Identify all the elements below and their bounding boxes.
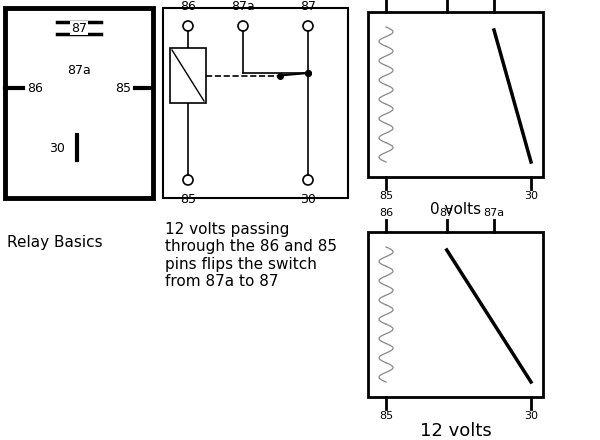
Text: Relay Basics: Relay Basics (7, 235, 103, 250)
Text: 87: 87 (440, 208, 454, 218)
Bar (5, 8, 153, 198)
Text: 30: 30 (524, 191, 538, 201)
Text: 85: 85 (379, 191, 393, 201)
Text: 86: 86 (27, 81, 43, 95)
Text: 85: 85 (379, 411, 393, 421)
Text: 87a: 87a (231, 0, 255, 13)
Text: 0 volts: 0 volts (430, 202, 481, 217)
Text: 30: 30 (300, 193, 316, 206)
Bar (368, 232, 543, 397)
Bar (368, 12, 543, 177)
Text: 87a: 87a (67, 63, 91, 77)
Text: 85: 85 (115, 81, 131, 95)
Bar (163, 8, 348, 198)
Text: 30: 30 (524, 411, 538, 421)
Text: 87a: 87a (484, 208, 505, 218)
Text: 85: 85 (180, 193, 196, 206)
Text: 87: 87 (71, 22, 87, 34)
Text: 86: 86 (180, 0, 196, 13)
Text: 86: 86 (379, 208, 393, 218)
Text: 12 volts: 12 volts (419, 422, 491, 440)
Text: 87: 87 (300, 0, 316, 13)
Text: 12 volts passing
through the 86 and 85
pins flips the switch
from 87a to 87: 12 volts passing through the 86 and 85 p… (165, 222, 337, 289)
Bar (170, 48, 206, 103)
Text: 30: 30 (49, 142, 65, 154)
